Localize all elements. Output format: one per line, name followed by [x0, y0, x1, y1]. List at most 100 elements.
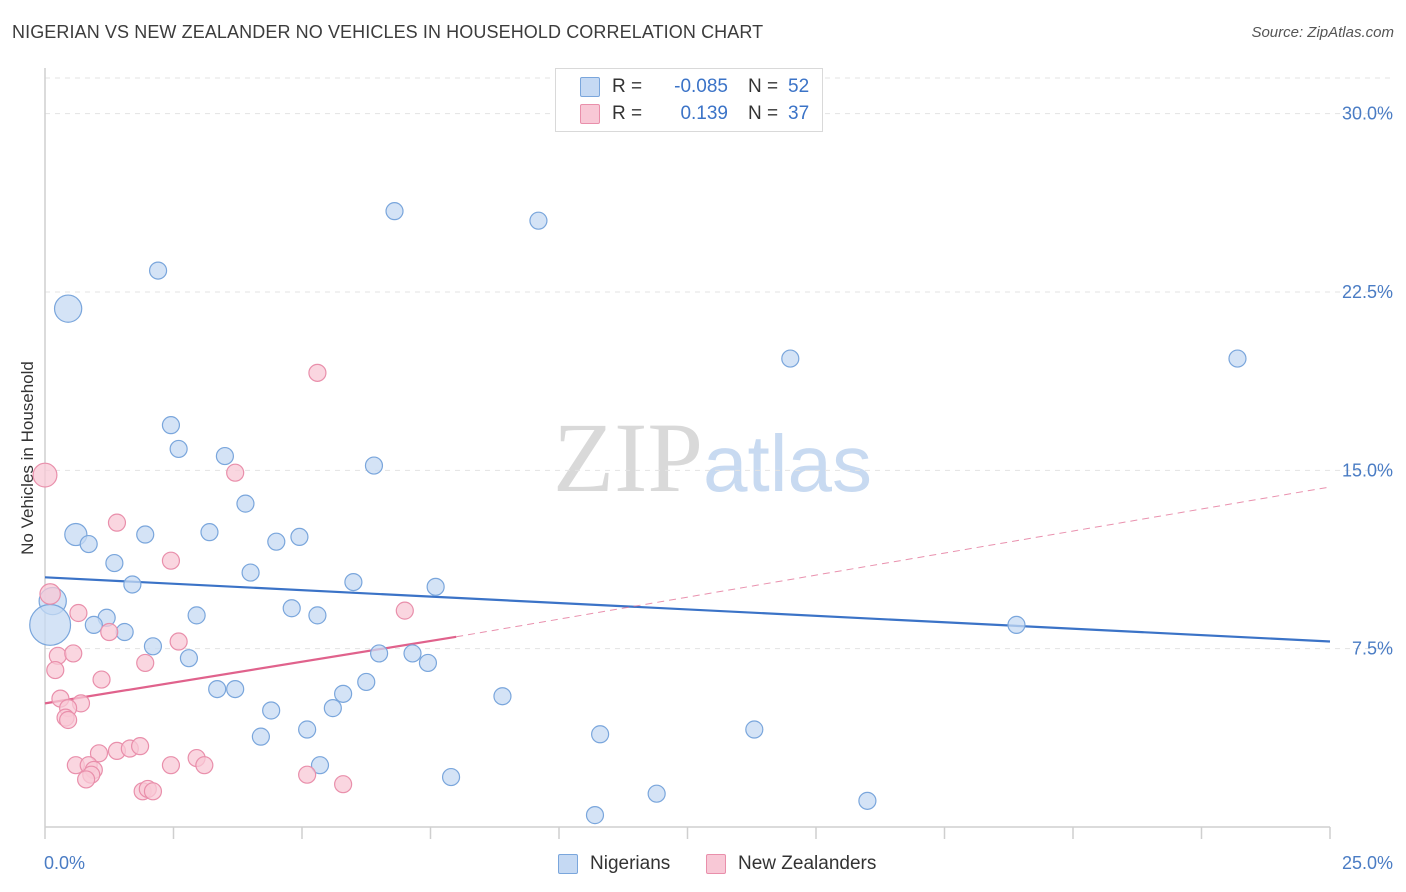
- new-zealander-point: [59, 710, 78, 730]
- nigerian-point: [370, 644, 389, 663]
- nigerian-point: [136, 525, 155, 544]
- watermark-atlas: atlas: [703, 419, 872, 508]
- nigerian-point: [282, 599, 301, 618]
- nigerian-point: [426, 577, 445, 596]
- nigerian-point: [647, 784, 666, 803]
- nigerian-point: [334, 684, 353, 703]
- correlation-legend: R = -0.085 N = 52 R = 0.139 N = 37: [555, 68, 823, 132]
- nigerian-point: [385, 202, 404, 221]
- nigerian-point: [262, 701, 281, 720]
- trend-lines: [44, 486, 1331, 705]
- nigerian-point: [53, 294, 83, 323]
- bottom-legend-label-new-zealanders: New Zealanders: [738, 853, 877, 874]
- nigerian-point: [251, 727, 270, 746]
- nigerian-point: [344, 572, 363, 592]
- nigerian-point: [208, 679, 227, 699]
- nigerian-point: [215, 446, 234, 466]
- new-zealander-point: [226, 463, 245, 482]
- watermark: ZIPatlas: [553, 400, 872, 515]
- nigerian-point: [493, 687, 512, 706]
- new-zealander-point: [100, 622, 119, 642]
- legend-r-label: R =: [612, 103, 643, 124]
- bottom-legend-label-nigerians: Nigerians: [590, 853, 671, 874]
- new-zealander-trend-line: [44, 635, 457, 705]
- new-zealander-point: [161, 756, 181, 775]
- nigerian-point: [1007, 615, 1026, 634]
- nigerian-point: [1228, 349, 1247, 368]
- nigerian-point: [403, 644, 422, 663]
- y-tick-label: 7.5%: [1352, 639, 1393, 659]
- nigerian-point: [123, 575, 142, 594]
- y-tick-label: 30.0%: [1342, 104, 1393, 124]
- legend-n-label: N =: [748, 76, 779, 97]
- legend-n-value: 37: [788, 103, 810, 124]
- nigerian-point: [200, 523, 219, 542]
- new-zealander-point: [334, 775, 353, 794]
- y-tick-label: 15.0%: [1342, 460, 1393, 480]
- new-zealander-point: [308, 363, 327, 382]
- nigerian-point: [585, 806, 605, 825]
- nigerian-point: [418, 653, 438, 673]
- watermark-zip: ZIP: [553, 402, 703, 513]
- nigerian-point: [364, 456, 384, 475]
- new-zealander-point: [298, 765, 317, 784]
- nigerian-point: [161, 416, 181, 435]
- new-zealander-point: [92, 670, 111, 689]
- nigerian-trend-line: [44, 576, 1331, 643]
- nigerian-point: [441, 767, 461, 787]
- data-points: [29, 202, 1247, 825]
- new-zealander-point: [395, 601, 414, 620]
- nigerian-point: [105, 553, 124, 573]
- legend-r-label: R =: [612, 76, 643, 97]
- bottom-legend-swatch-pink: [706, 854, 726, 874]
- nigerian-point: [241, 563, 260, 582]
- legend-swatch-pink: [580, 104, 600, 124]
- legend-r-value: 0.139: [680, 103, 728, 124]
- bottom-legend-nigerians: Nigerians: [558, 852, 670, 876]
- nigerian-point: [169, 439, 188, 459]
- new-zealander-point: [32, 462, 58, 488]
- nigerian-point: [357, 672, 376, 692]
- x-tick-label: 25.0%: [1342, 853, 1393, 873]
- axes: [44, 68, 1331, 839]
- nigerian-point: [308, 606, 327, 625]
- y-tick-label: 22.5%: [1342, 282, 1393, 302]
- nigerian-point: [79, 534, 98, 554]
- new-zealander-point: [195, 756, 214, 775]
- legend-row-new-zealanders: R = 0.139 N = 37: [580, 102, 809, 126]
- nigerian-point: [187, 606, 206, 625]
- nigerian-point: [267, 532, 286, 551]
- new-zealander-point: [161, 551, 181, 570]
- source-credit: Source: ZipAtlas.com: [1251, 24, 1394, 41]
- nigerian-point: [179, 649, 199, 668]
- legend-row-nigerians: R = -0.085 N = 52: [580, 75, 809, 99]
- new-zealander-point: [89, 744, 109, 763]
- new-zealander-trend-extension: [456, 486, 1331, 638]
- new-zealander-point: [46, 660, 65, 680]
- new-zealander-point: [143, 782, 163, 801]
- nigerian-point: [323, 699, 342, 718]
- nigerian-point: [226, 679, 245, 699]
- new-zealander-point: [107, 513, 127, 532]
- legend-n-label: N =: [748, 103, 779, 124]
- bottom-legend-swatch-blue: [558, 854, 578, 874]
- nigerian-point: [310, 756, 330, 775]
- nigerian-point: [236, 494, 255, 513]
- new-zealander-point: [64, 644, 83, 663]
- nigerian-point: [148, 261, 168, 280]
- legend-n-value: 52: [788, 76, 810, 97]
- bottom-legend-new-zealanders: New Zealanders: [706, 852, 876, 876]
- new-zealander-point: [136, 653, 155, 673]
- nigerian-point: [781, 349, 800, 368]
- nigerian-point: [29, 603, 72, 646]
- new-zealander-point: [39, 583, 61, 605]
- new-zealander-point: [169, 632, 188, 651]
- nigerian-point: [84, 615, 103, 634]
- nigerian-point: [298, 720, 317, 739]
- nigerian-point: [591, 725, 610, 744]
- new-zealander-point: [69, 603, 88, 623]
- nigerian-point: [290, 527, 309, 547]
- legend-swatch-blue: [580, 77, 600, 97]
- x-tick-label: 0.0%: [44, 853, 85, 873]
